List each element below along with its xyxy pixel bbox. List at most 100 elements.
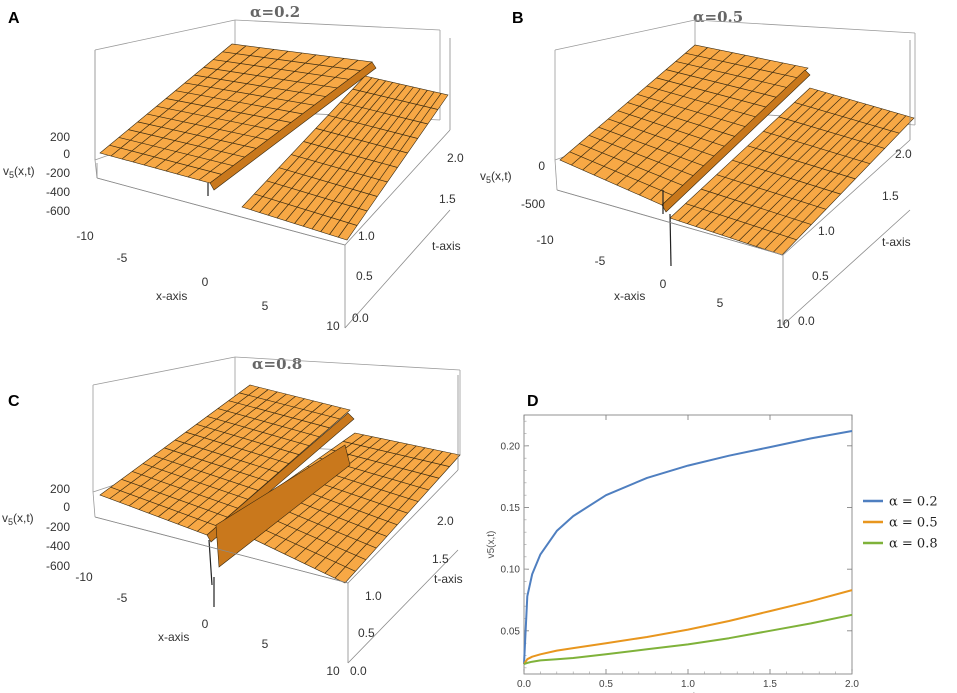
panel-a-title: α=0.2	[250, 3, 301, 21]
surface-grid-line	[320, 90, 428, 232]
surface-grid-line	[294, 85, 407, 224]
panel-d-line-chart: x=00.00.51.01.52.00.050.100.150.20t-axis…	[486, 410, 938, 693]
surface-grid-line	[175, 90, 303, 115]
surface-grid-line	[128, 129, 245, 158]
x-tick-label: -5	[117, 591, 128, 605]
box-edge	[782, 209, 911, 326]
surface-grid-line	[778, 116, 885, 149]
x-tick-label: 1.5	[763, 679, 777, 690]
surface-grid-line	[627, 102, 736, 137]
surface-grid-line	[646, 85, 756, 118]
surface-grid-line	[184, 82, 315, 106]
z-tick-label: 200	[50, 482, 70, 496]
x-tick-label: 0	[202, 617, 209, 631]
panel-letter-b: B	[512, 10, 524, 27]
z-axis-label: v5(x,t)	[480, 169, 512, 185]
surface-grid-line	[329, 91, 435, 235]
z-tick-label: 200	[50, 130, 70, 144]
surface-grid-line	[203, 67, 338, 89]
surface-grid-line	[250, 77, 373, 210]
panel-letter-c: C	[8, 393, 20, 410]
series-line-3	[523, 613, 853, 666]
surface-grid-line	[588, 135, 694, 176]
surface-grid-line	[213, 59, 349, 80]
surface-grid-line	[147, 113, 268, 141]
surface-grid-line	[685, 203, 797, 241]
t-tick-label: 2.0	[447, 151, 464, 165]
panel-c-title: α=0.8	[252, 355, 303, 373]
spike-line	[669, 213, 672, 267]
surface-grid-line	[207, 416, 310, 447]
box-edge	[554, 159, 558, 191]
x-tick-label: -10	[75, 570, 93, 584]
panel-letter-d: D	[527, 393, 539, 410]
surface-grid-line	[222, 51, 361, 71]
surface-grid-line	[164, 447, 269, 482]
x-tick-label: 2.0	[845, 679, 859, 690]
chart-title: x=0	[679, 410, 697, 413]
box-edge	[234, 356, 461, 371]
surface-grid-line	[311, 88, 421, 230]
x-tick-label: 10	[326, 319, 340, 333]
box-edge	[347, 469, 459, 584]
surface-grid-line	[137, 121, 257, 149]
surface-grid-line	[228, 400, 330, 429]
surface-grid-line	[712, 99, 851, 233]
x-tick-label: -5	[117, 251, 128, 265]
x-tick-label: 5	[262, 637, 269, 651]
surface-grid-line	[665, 69, 777, 98]
x-tick-label: 10	[776, 317, 790, 331]
x-tick-label: 1.0	[681, 679, 695, 690]
box-edge	[234, 19, 441, 31]
t-axis-label: t-axis	[882, 235, 911, 249]
surface-grid-line	[701, 188, 812, 225]
t-tick-label: 1.5	[432, 552, 449, 566]
t-axis-label: t-axis	[432, 239, 461, 253]
t-axis-label: t-axis	[434, 572, 463, 586]
surface-grid-line	[747, 145, 856, 180]
x-axis-label: x-axis	[156, 289, 187, 303]
box-edge	[344, 209, 451, 329]
plot-frame	[523, 414, 853, 675]
t-tick-label: 0.0	[350, 664, 367, 678]
x-tick-label: 5	[717, 296, 724, 310]
series-line-2	[523, 589, 853, 665]
surface-grid-line	[337, 93, 442, 238]
panel-c-surface-plot: 200 0 -200 -400 -600 v5(x,t) -10 -5 0 5 10 x-axis 0.…	[2, 356, 463, 678]
surface-grid-line	[294, 445, 417, 560]
box-edge	[96, 177, 346, 246]
surface-grid-line	[284, 443, 408, 555]
surface-grid-line	[324, 451, 443, 574]
t-tick-label: 0.5	[812, 269, 829, 283]
surface-grid-line	[156, 105, 280, 132]
box-edge	[92, 491, 96, 518]
surface-grid-line	[194, 74, 326, 97]
z-tick-label: -600	[46, 559, 70, 573]
z-tick-label: 0	[538, 159, 545, 173]
t-tick-label: 0.0	[352, 311, 369, 325]
legend-label: α = 0.2	[889, 495, 938, 510]
z-tick-label: 0	[63, 500, 70, 514]
x-tick-label: -5	[595, 254, 606, 268]
surface-grid-line	[304, 447, 426, 564]
x-axis-label: x-axis	[158, 630, 189, 644]
t-tick-label: 0.0	[798, 314, 815, 328]
box-edge	[94, 516, 349, 584]
surface-grid-line	[314, 449, 434, 569]
surface-grid-line	[302, 86, 414, 227]
surface-grid-line	[174, 439, 279, 473]
surface-grid-line	[794, 102, 900, 134]
surface-grid-line	[686, 92, 827, 224]
surface-grid-line	[132, 471, 238, 509]
z-tick-label: -400	[46, 539, 70, 553]
panel-b-surface-plot: 0 -500 v5(x,t) -10 -5 0 5 10 x-axis 0.0 0.5 1.0 1.5 2…	[480, 19, 916, 331]
surface-grid-line	[685, 52, 798, 79]
surface-grid-line	[109, 144, 222, 175]
surface-grid-line	[334, 452, 452, 579]
t-tick-label: 1.0	[818, 224, 835, 238]
y-tick-label: 0.20	[501, 441, 521, 452]
surface-grid-line	[118, 137, 234, 167]
surface-grid-line	[704, 96, 843, 230]
x-tick-label: -10	[536, 233, 554, 247]
surface-grid-line	[721, 101, 859, 236]
